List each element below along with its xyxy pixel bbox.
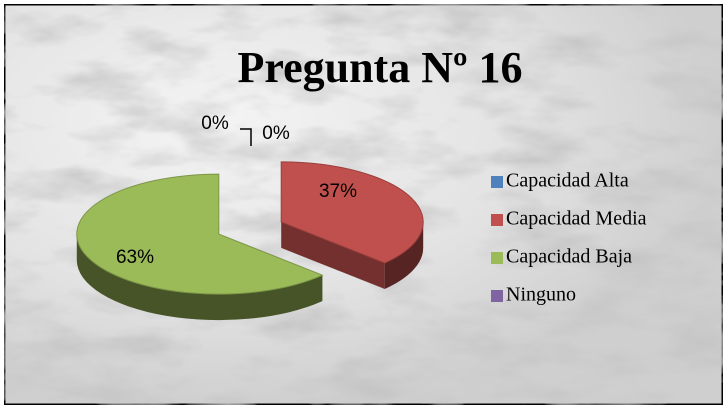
pie-slice bbox=[280, 161, 424, 264]
slice-cut-face bbox=[281, 221, 385, 289]
legend-label: Capacidad Baja bbox=[506, 246, 632, 268]
data-label: 37% bbox=[319, 181, 357, 202]
legend-label: Capacidad Alta bbox=[506, 170, 629, 192]
legend-swatch bbox=[491, 252, 503, 264]
pie-slice bbox=[76, 173, 324, 295]
chart-title: Pregunta Nº 16 bbox=[237, 43, 522, 92]
leader-line bbox=[240, 128, 252, 146]
pie-tops bbox=[76, 161, 424, 295]
legend-label: Capacidad Media bbox=[506, 208, 647, 230]
legend-swatch bbox=[491, 290, 503, 302]
legend-swatch bbox=[491, 176, 503, 188]
legend-label: Ninguno bbox=[506, 284, 576, 306]
data-label: 0% bbox=[262, 123, 290, 144]
slice-side bbox=[384, 221, 424, 289]
legend-swatch bbox=[491, 214, 503, 226]
data-label: 0% bbox=[201, 113, 229, 134]
slice-side bbox=[76, 234, 323, 321]
data-label: 63% bbox=[116, 247, 154, 268]
